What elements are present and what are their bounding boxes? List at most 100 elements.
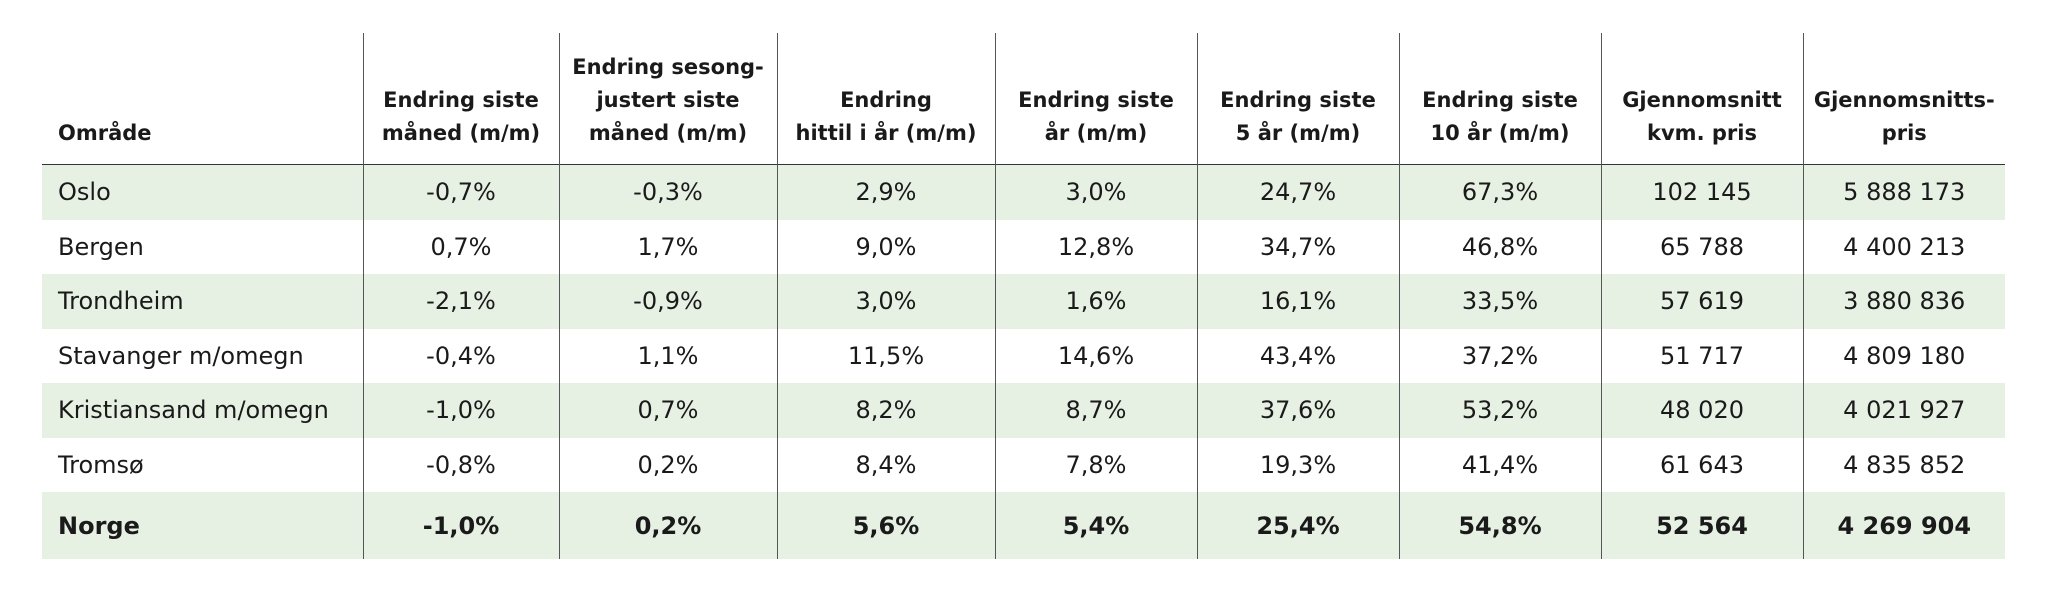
value-cell: 5 888 173 <box>1802 164 2005 220</box>
column-header-line: justert siste <box>596 88 740 112</box>
total-value-cell: 25,4% <box>1196 492 1399 559</box>
column-header-line: måned (m/m) <box>588 121 748 145</box>
value-cell: -0,4% <box>362 328 559 383</box>
total-value-cell: 54,8% <box>1398 492 1601 559</box>
value-cell: 8,7% <box>994 383 1197 438</box>
value-cell: -0,7% <box>362 164 559 220</box>
area-cell: Tromsø <box>58 450 144 479</box>
value-cell: -0,9% <box>558 274 777 329</box>
value-cell: 0,7% <box>558 383 777 438</box>
value-cell: 2,9% <box>776 164 995 220</box>
value-cell: 61 643 <box>1600 437 1803 492</box>
column-header-line: Endring sesong- <box>572 55 764 79</box>
area-cell: Stavanger m/omegn <box>58 341 304 370</box>
value-cell: 14,6% <box>994 328 1197 383</box>
value-cell: 4 021 927 <box>1802 383 2005 438</box>
price-table: Område Endring siste måned (m/m) Endring se… <box>42 33 2005 559</box>
table-row: Oslo -0,7% -0,3% 2,9% 3,0% 24,7% 67,3% 102 145 5… <box>42 164 2005 220</box>
column-header-line: kvm. pris <box>1647 121 1757 145</box>
column-header-line: måned (m/m) <box>381 121 541 145</box>
value-cell: 11,5% <box>776 328 995 383</box>
value-cell: -1,0% <box>362 383 559 438</box>
column-header-line: Endring siste <box>383 88 539 112</box>
value-cell: 4 835 852 <box>1802 437 2005 492</box>
value-cell: 102 145 <box>1600 164 1803 220</box>
column-header-line: 10 år (m/m) <box>1430 121 1570 145</box>
value-cell: 65 788 <box>1600 219 1803 274</box>
column-header-line: Område <box>58 121 152 145</box>
value-cell: 9,0% <box>776 219 995 274</box>
total-value-cell: 4 269 904 <box>1802 492 2005 559</box>
total-row: Norge -1,0% 0,2% 5,6% 5,4% 25,4% 54,8% 52 564 4 … <box>42 492 2005 559</box>
value-cell: 48 020 <box>1600 383 1803 438</box>
value-cell: 19,3% <box>1196 437 1399 492</box>
column-header-2: Endring sesong-justert siste måned (m/m) <box>558 33 777 165</box>
value-cell: 34,7% <box>1196 219 1399 274</box>
value-cell: 46,8% <box>1398 219 1601 274</box>
column-header-line: år (m/m) <box>1044 121 1148 145</box>
table-row: Stavanger m/omegn -0,4% 1,1% 11,5% 14,6% 43,4… <box>42 328 2005 383</box>
value-cell: 3,0% <box>994 164 1197 220</box>
value-cell: 1,7% <box>558 219 777 274</box>
column-header-6: Endring siste 10 år (m/m) <box>1398 33 1601 165</box>
column-header-1: Endring siste måned (m/m) <box>362 33 559 165</box>
value-cell: 4 400 213 <box>1802 219 2005 274</box>
value-cell: -2,1% <box>362 274 559 329</box>
value-cell: 0,7% <box>362 219 559 274</box>
total-value-cell: -1,0% <box>362 492 559 559</box>
value-cell: -0,8% <box>362 437 559 492</box>
total-area-cell: Norge <box>42 492 363 559</box>
value-cell: 33,5% <box>1398 274 1601 329</box>
column-header-area: Område <box>42 33 363 165</box>
value-cell: -0,3% <box>558 164 777 220</box>
column-header-8: Gjennomsnitts-pris <box>1802 33 2005 165</box>
column-header-line: Gjennomsnitts- <box>1813 88 1995 112</box>
value-cell: 16,1% <box>1196 274 1399 329</box>
table-row: Kristiansand m/omegn -1,0% 0,7% 8,2% 8,7% 37,… <box>42 383 2005 438</box>
area-cell: Bergen <box>58 232 144 261</box>
value-cell: 1,6% <box>994 274 1197 329</box>
column-header-line: pris <box>1881 121 1927 145</box>
value-cell: 7,8% <box>994 437 1197 492</box>
value-cell: 57 619 <box>1600 274 1803 329</box>
column-header-line: 5 år (m/m) <box>1235 121 1361 145</box>
column-header-line: Endring siste <box>1422 88 1578 112</box>
value-cell: 43,4% <box>1196 328 1399 383</box>
value-cell: 12,8% <box>994 219 1197 274</box>
area-cell: Kristiansand m/omegn <box>42 383 363 438</box>
total-value-cell: 52 564 <box>1600 492 1803 559</box>
column-header-5: Endring siste 5 år (m/m) <box>1196 33 1399 165</box>
value-cell: 67,3% <box>1398 164 1601 220</box>
table-row: Tromsø -0,8% 0,2% 8,4% 7,8% 19,3% 41,4% 61 643 4… <box>42 437 2005 492</box>
total-value-cell: 5,6% <box>776 492 995 559</box>
value-cell: 37,6% <box>1196 383 1399 438</box>
column-header-line: Endring siste <box>1018 88 1174 112</box>
value-cell: 1,1% <box>558 328 777 383</box>
value-cell: 3 880 836 <box>1802 274 2005 329</box>
value-cell: 53,2% <box>1398 383 1601 438</box>
column-header-line: Gjennomsnitt <box>1622 88 1782 112</box>
value-cell: 4 809 180 <box>1802 328 2005 383</box>
header-row: Område Endring siste måned (m/m) Endring se… <box>42 33 2005 165</box>
value-cell: 8,2% <box>776 383 995 438</box>
column-header-7: Gjennomsnitt kvm. pris <box>1600 33 1803 165</box>
value-cell: 0,2% <box>558 437 777 492</box>
table-row: Trondheim -2,1% -0,9% 3,0% 1,6% 16,1% 33,5% 57 … <box>42 274 2005 329</box>
total-value-cell: 5,4% <box>994 492 1197 559</box>
value-cell: 3,0% <box>776 274 995 329</box>
area-cell: Oslo <box>42 164 363 220</box>
total-value-cell: 0,2% <box>558 492 777 559</box>
value-cell: 41,4% <box>1398 437 1601 492</box>
area-cell: Trondheim <box>42 274 363 329</box>
table-body: Oslo -0,7% -0,3% 2,9% 3,0% 24,7% 67,3% 102 145 5… <box>42 164 2005 559</box>
column-header-3: Endring hittil i år (m/m) <box>776 33 995 165</box>
value-cell: 24,7% <box>1196 164 1399 220</box>
table-row: Bergen 0,7% 1,7% 9,0% 12,8% 34,7% 46,8% 65 788 4… <box>42 219 2005 274</box>
column-header-4: Endring siste år (m/m) <box>994 33 1197 165</box>
value-cell: 37,2% <box>1398 328 1601 383</box>
column-header-line: Endring siste <box>1220 88 1376 112</box>
value-cell: 8,4% <box>776 437 995 492</box>
value-cell: 51 717 <box>1600 328 1803 383</box>
column-header-line: hittil i år (m/m) <box>795 121 977 145</box>
column-header-line: Endring <box>840 88 932 112</box>
